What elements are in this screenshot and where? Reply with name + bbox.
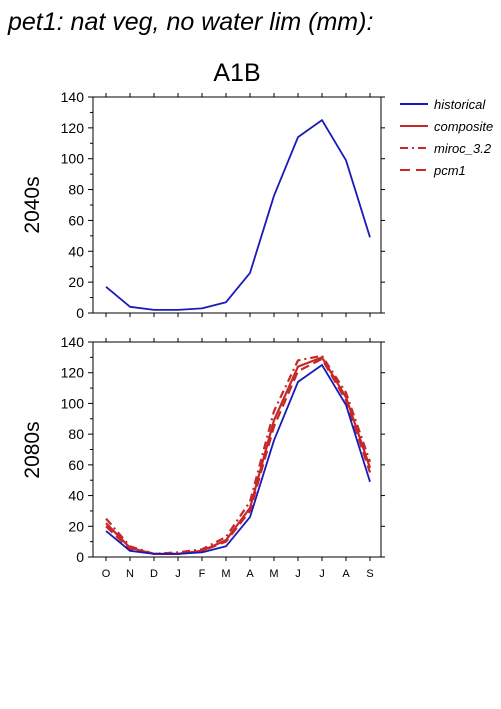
y-tick-label: 100 (61, 151, 85, 167)
row-label: 2080s (21, 421, 44, 478)
panel-2040s: 0 20 40 60 80 100 120 140 2040s (21, 89, 385, 321)
y-tick-label: 120 (61, 365, 85, 381)
legend: historical composite miroc_3.2 pcm1 (400, 97, 493, 178)
y-tick-label: 80 (68, 182, 84, 198)
y-tick-label: 0 (76, 305, 84, 321)
legend-label: historical (434, 97, 486, 112)
series-line-pcm1 (105, 357, 372, 556)
page-title: pet1: nat veg, no water lim (mm): (7, 8, 373, 36)
series-line-composite (105, 356, 372, 556)
x-tick-label: J (295, 568, 301, 580)
x-tick-label: M (269, 568, 278, 580)
x-tick-label: N (126, 568, 134, 580)
y-tick-label: 60 (68, 457, 84, 473)
y-tick-label: 40 (68, 243, 84, 259)
y-tick-label: 60 (68, 212, 84, 228)
plot-frame (92, 96, 382, 314)
x-tick-label: J (175, 568, 181, 580)
legend-label: miroc_3.2 (434, 141, 492, 156)
x-tick-label: F (199, 568, 206, 580)
x-tick-label: O (102, 568, 111, 580)
x-tick-label: A (246, 568, 254, 580)
y-tick-label: 0 (76, 549, 84, 565)
x-tick-label: M (221, 568, 230, 580)
x-tick-label: A (342, 568, 350, 580)
panel-2080s: 0 20 40 60 80 100 120 140 O N D J F M A M J J A S 2080s (21, 334, 385, 580)
y-tick-label: 140 (61, 89, 85, 105)
y-tick-label: 20 (68, 518, 84, 534)
legend-label: composite (434, 119, 493, 134)
row-label: 2040s (21, 176, 44, 233)
y-tick-label: 140 (61, 334, 85, 350)
y-tick-label: 100 (61, 395, 85, 411)
scenario-title: A1B (213, 59, 260, 87)
legend-label: pcm1 (433, 163, 466, 178)
series-line-historical (105, 119, 371, 311)
y-tick-label: 80 (68, 426, 84, 442)
x-tick-label: J (319, 568, 325, 580)
y-tick-label: 40 (68, 488, 84, 504)
y-tick-label: 120 (61, 120, 85, 136)
x-tick-label: S (366, 568, 373, 580)
y-tick-label: 20 (68, 274, 84, 290)
series-line-historical (105, 364, 371, 555)
x-tick-label: D (150, 568, 158, 580)
